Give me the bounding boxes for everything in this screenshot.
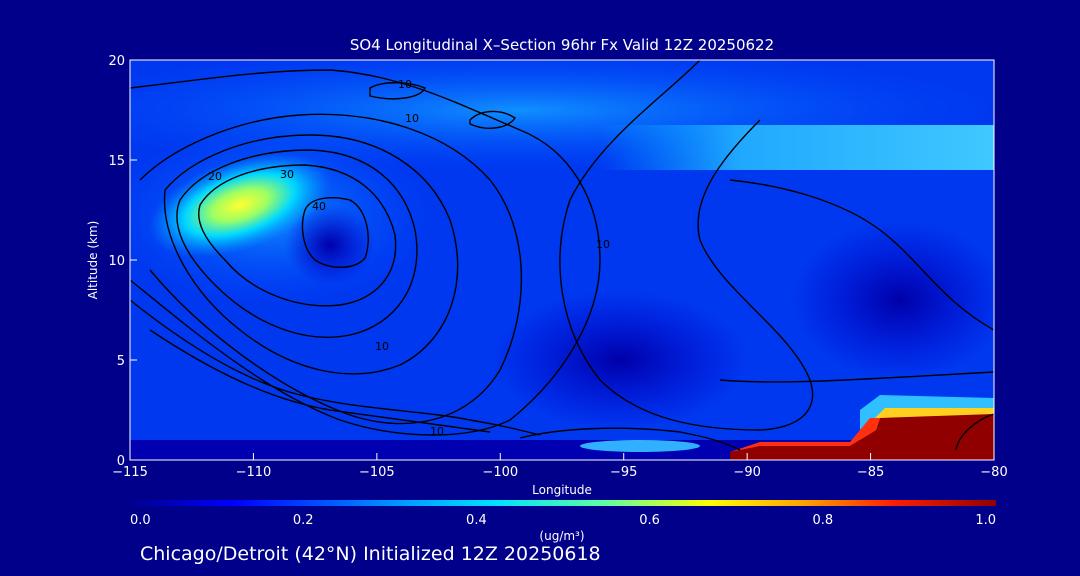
x-tick-label: −95 (610, 465, 637, 480)
x-axis-label: Longitude (532, 483, 592, 497)
x-tick-label: −80 (980, 465, 1007, 480)
contour-center-vertical (559, 60, 814, 431)
colorbar-tick-label: 0.6 (639, 513, 660, 528)
contour-outer-1 (130, 69, 601, 436)
x-axis-ticks: −115 −110 −105 −100 −95 −90 −85 −80 (112, 453, 1008, 480)
contour-label: 40 (312, 200, 326, 213)
x-tick-label: −105 (359, 465, 395, 480)
contour-label: 10 (398, 78, 412, 91)
y-tick-label: 15 (108, 154, 125, 169)
contour-label: 10 (596, 238, 610, 251)
colorbar-ticks: 0.0 0.2 0.4 0.6 0.8 1.0 (130, 513, 996, 528)
contour-upper-small (369, 82, 426, 100)
colorbar-tick-label: 0.4 (466, 513, 487, 528)
field-plume-core (148, 153, 332, 257)
contour-right-low (719, 371, 994, 383)
y-tick-label: 5 (117, 354, 125, 369)
contour-label: 30 (280, 168, 294, 181)
x-tick-label: −110 (236, 465, 272, 480)
contour-lower-2 (149, 329, 491, 433)
colorbar (130, 500, 996, 506)
field-upper-band (600, 125, 994, 170)
field-surface-blob (580, 440, 700, 452)
contour-label: 20 (208, 170, 222, 183)
contour-surface-right (955, 413, 994, 451)
colorbar-label: (ug/m³) (539, 529, 584, 543)
y-tick-label: 0 (117, 454, 125, 469)
y-tick-label: 20 (108, 54, 125, 69)
footer-caption: Chicago/Detroit (42°N) Initialized 12Z 2… (140, 543, 601, 565)
contour-ring-4 (176, 149, 418, 338)
plot-area (130, 60, 994, 460)
contour-label: 10 (375, 340, 389, 353)
contour-ring-3 (163, 134, 459, 375)
field-right-dark (790, 220, 994, 380)
x-tick-label: −100 (482, 465, 518, 480)
chart-title: SO4 Longitudinal X–Section 96hr Fx Valid… (350, 36, 774, 54)
contour-right (729, 179, 994, 331)
contour-label: 10 (405, 112, 419, 125)
colorbar-tick-label: 0.8 (812, 513, 833, 528)
contour-label: 10 (430, 425, 444, 438)
x-tick-label: −85 (857, 465, 884, 480)
contour-ring-6 (301, 197, 369, 268)
field-inner-dark (285, 205, 375, 285)
field-surface-high-edge (730, 418, 880, 452)
field-surface-high (730, 414, 994, 460)
contour-lower-1 (130, 299, 541, 436)
colorbar-tick-label: 1.0 (975, 513, 996, 528)
contour-ring-5 (198, 164, 397, 307)
contour-surface (519, 427, 741, 451)
y-axis-ticks: 0 5 10 15 20 (108, 54, 137, 469)
y-tick-label: 10 (108, 254, 125, 269)
colorbar-tick-label: 0.2 (293, 513, 314, 528)
colorbar-tick-label: 0.0 (130, 513, 151, 528)
field-mid-dark (490, 290, 750, 430)
contour-lines (130, 60, 994, 451)
contour-upper-small2 (469, 110, 516, 129)
x-tick-label: −115 (112, 465, 148, 480)
y-axis-label: Altitude (km) (86, 221, 100, 300)
x-tick-label: −90 (733, 465, 760, 480)
